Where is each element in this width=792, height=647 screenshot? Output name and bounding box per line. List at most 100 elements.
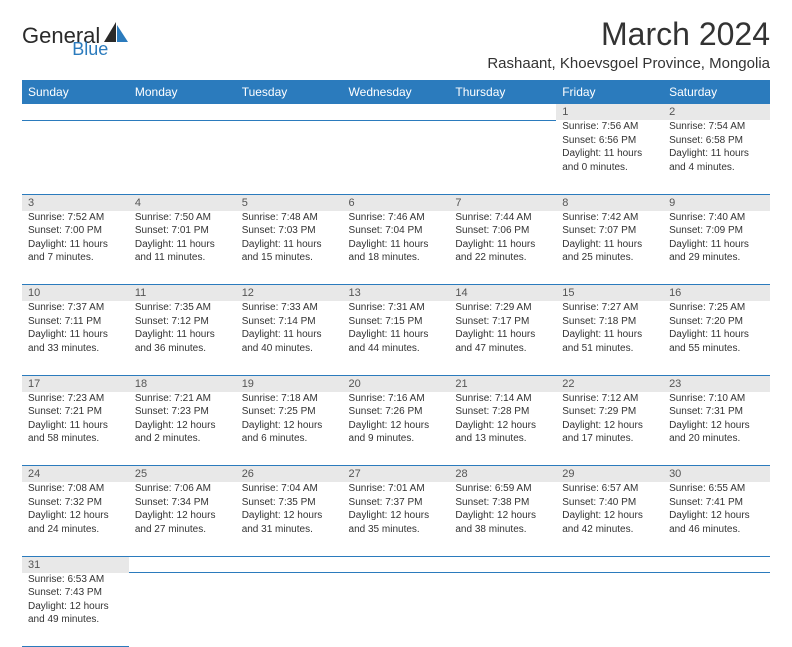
logo-text-2: Blue (72, 39, 108, 59)
sunset-text: Sunset: 7:37 PM (349, 496, 444, 510)
daylight-text: Daylight: 12 hours and 46 minutes. (669, 509, 764, 536)
day-number: 10 (22, 285, 129, 302)
day-content-row: Sunrise: 6:53 AMSunset: 7:43 PMDaylight:… (22, 573, 770, 647)
sunrise-text: Sunrise: 7:46 AM (349, 211, 444, 225)
day-number: 17 (22, 375, 129, 392)
day-cell: Sunrise: 7:01 AMSunset: 7:37 PMDaylight:… (343, 482, 450, 556)
day-number: 15 (556, 285, 663, 302)
sunrise-text: Sunrise: 7:50 AM (135, 211, 230, 225)
day-cell: Sunrise: 6:53 AMSunset: 7:43 PMDaylight:… (22, 573, 129, 647)
weekday-header: Tuesday (236, 80, 343, 104)
weekday-header: Saturday (663, 80, 770, 104)
day-number: 26 (236, 466, 343, 483)
day-number-row: 10111213141516 (22, 285, 770, 302)
empty-cell (129, 104, 236, 120)
sunset-text: Sunset: 7:14 PM (242, 315, 337, 329)
day-number: 5 (236, 194, 343, 211)
empty-cell (343, 556, 450, 573)
sunrise-text: Sunrise: 7:56 AM (562, 120, 657, 134)
day-number: 6 (343, 194, 450, 211)
sunrise-text: Sunrise: 7:16 AM (349, 392, 444, 406)
daylight-text: Daylight: 11 hours and 11 minutes. (135, 238, 230, 265)
day-cell: Sunrise: 7:44 AMSunset: 7:06 PMDaylight:… (449, 211, 556, 285)
empty-cell (236, 104, 343, 120)
daylight-text: Daylight: 11 hours and 47 minutes. (455, 328, 550, 355)
sunrise-text: Sunrise: 7:18 AM (242, 392, 337, 406)
day-cell: Sunrise: 7:56 AMSunset: 6:56 PMDaylight:… (556, 120, 663, 194)
day-cell: Sunrise: 6:57 AMSunset: 7:40 PMDaylight:… (556, 482, 663, 556)
day-cell: Sunrise: 7:31 AMSunset: 7:15 PMDaylight:… (343, 301, 450, 375)
sunset-text: Sunset: 7:01 PM (135, 224, 230, 238)
sunset-text: Sunset: 6:56 PM (562, 134, 657, 148)
day-cell: Sunrise: 7:04 AMSunset: 7:35 PMDaylight:… (236, 482, 343, 556)
weekday-header: Monday (129, 80, 236, 104)
logo: General Blue (22, 22, 170, 49)
empty-cell (236, 573, 343, 647)
sunrise-text: Sunrise: 7:48 AM (242, 211, 337, 225)
day-cell: Sunrise: 7:23 AMSunset: 7:21 PMDaylight:… (22, 392, 129, 466)
sunset-text: Sunset: 7:15 PM (349, 315, 444, 329)
sunrise-text: Sunrise: 7:14 AM (455, 392, 550, 406)
day-number: 21 (449, 375, 556, 392)
day-number: 16 (663, 285, 770, 302)
sunrise-text: Sunrise: 7:12 AM (562, 392, 657, 406)
day-cell: Sunrise: 7:16 AMSunset: 7:26 PMDaylight:… (343, 392, 450, 466)
sunset-text: Sunset: 7:35 PM (242, 496, 337, 510)
sunset-text: Sunset: 7:12 PM (135, 315, 230, 329)
day-cell: Sunrise: 7:46 AMSunset: 7:04 PMDaylight:… (343, 211, 450, 285)
daylight-text: Daylight: 12 hours and 17 minutes. (562, 419, 657, 446)
day-number: 25 (129, 466, 236, 483)
daylight-text: Daylight: 12 hours and 6 minutes. (242, 419, 337, 446)
daylight-text: Daylight: 12 hours and 38 minutes. (455, 509, 550, 536)
sunrise-text: Sunrise: 6:57 AM (562, 482, 657, 496)
daylight-text: Daylight: 11 hours and 51 minutes. (562, 328, 657, 355)
empty-cell (22, 120, 129, 194)
day-cell: Sunrise: 7:29 AMSunset: 7:17 PMDaylight:… (449, 301, 556, 375)
sunrise-text: Sunrise: 7:33 AM (242, 301, 337, 315)
empty-cell (556, 573, 663, 647)
day-content-row: Sunrise: 7:08 AMSunset: 7:32 PMDaylight:… (22, 482, 770, 556)
empty-cell (129, 573, 236, 647)
day-cell: Sunrise: 7:21 AMSunset: 7:23 PMDaylight:… (129, 392, 236, 466)
day-cell: Sunrise: 7:27 AMSunset: 7:18 PMDaylight:… (556, 301, 663, 375)
sunrise-text: Sunrise: 7:25 AM (669, 301, 764, 315)
sunset-text: Sunset: 7:06 PM (455, 224, 550, 238)
empty-cell (129, 120, 236, 194)
sunrise-text: Sunrise: 7:01 AM (349, 482, 444, 496)
sunrise-text: Sunrise: 7:37 AM (28, 301, 123, 315)
empty-cell (449, 556, 556, 573)
day-number: 30 (663, 466, 770, 483)
day-number: 11 (129, 285, 236, 302)
daylight-text: Daylight: 11 hours and 36 minutes. (135, 328, 230, 355)
sunrise-text: Sunrise: 7:35 AM (135, 301, 230, 315)
day-cell: Sunrise: 6:55 AMSunset: 7:41 PMDaylight:… (663, 482, 770, 556)
day-number: 9 (663, 194, 770, 211)
sunrise-text: Sunrise: 7:21 AM (135, 392, 230, 406)
day-content-row: Sunrise: 7:56 AMSunset: 6:56 PMDaylight:… (22, 120, 770, 194)
sunrise-text: Sunrise: 7:40 AM (669, 211, 764, 225)
day-cell: Sunrise: 7:42 AMSunset: 7:07 PMDaylight:… (556, 211, 663, 285)
day-content-row: Sunrise: 7:52 AMSunset: 7:00 PMDaylight:… (22, 211, 770, 285)
day-cell: Sunrise: 7:12 AMSunset: 7:29 PMDaylight:… (556, 392, 663, 466)
daylight-text: Daylight: 11 hours and 0 minutes. (562, 147, 657, 174)
day-number: 28 (449, 466, 556, 483)
day-number: 14 (449, 285, 556, 302)
empty-cell (236, 120, 343, 194)
empty-cell (449, 573, 556, 647)
sunset-text: Sunset: 7:31 PM (669, 405, 764, 419)
sunset-text: Sunset: 7:23 PM (135, 405, 230, 419)
day-number-row: 17181920212223 (22, 375, 770, 392)
page-title: March 2024 (487, 16, 770, 53)
day-cell: Sunrise: 7:40 AMSunset: 7:09 PMDaylight:… (663, 211, 770, 285)
empty-cell (129, 556, 236, 573)
sunset-text: Sunset: 7:07 PM (562, 224, 657, 238)
daylight-text: Daylight: 12 hours and 9 minutes. (349, 419, 444, 446)
day-cell: Sunrise: 7:18 AMSunset: 7:25 PMDaylight:… (236, 392, 343, 466)
location-subtitle: Rashaant, Khoevsgoel Province, Mongolia (487, 55, 770, 72)
sunset-text: Sunset: 7:29 PM (562, 405, 657, 419)
day-cell: Sunrise: 7:08 AMSunset: 7:32 PMDaylight:… (22, 482, 129, 556)
sunset-text: Sunset: 7:09 PM (669, 224, 764, 238)
day-number-row: 3456789 (22, 194, 770, 211)
daylight-text: Daylight: 11 hours and 58 minutes. (28, 419, 123, 446)
sunset-text: Sunset: 7:00 PM (28, 224, 123, 238)
